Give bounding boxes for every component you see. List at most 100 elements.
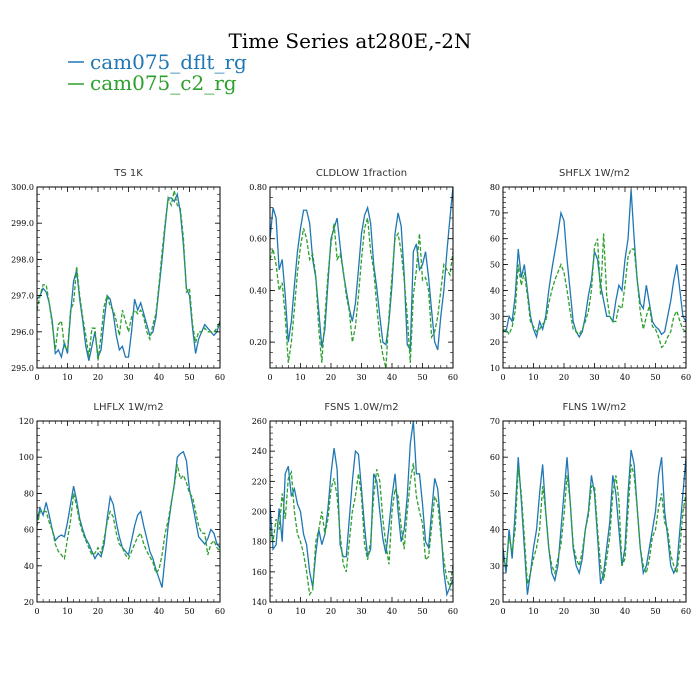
panel-title: FSNS 1.0W/m2 — [324, 402, 398, 413]
x-tick-label: 10 — [295, 373, 305, 382]
y-tick-label: 240 — [252, 447, 267, 456]
y-tick-label: 30 — [490, 312, 500, 321]
x-tick-label: 0 — [267, 607, 272, 616]
x-tick-label: 30 — [589, 373, 599, 382]
y-tick-label: 0.40 — [249, 286, 267, 295]
x-tick-label: 30 — [356, 607, 366, 616]
y-tick-label: 295.0 — [11, 364, 34, 373]
y-tick-label: 160 — [252, 568, 267, 577]
x-tick-label: 60 — [448, 373, 458, 382]
x-tick-label: 10 — [295, 607, 305, 616]
x-tick-label: 0 — [267, 373, 272, 382]
y-tick-label: 50 — [490, 261, 500, 270]
x-tick-label: 40 — [620, 607, 630, 616]
y-tick-label: 60 — [24, 526, 34, 535]
y-tick-label: 70 — [490, 417, 500, 426]
x-tick-label: 10 — [62, 373, 72, 382]
x-tick-label: 40 — [154, 373, 164, 382]
y-tick-label: 20 — [490, 338, 500, 347]
y-tick-label: 60 — [490, 235, 500, 244]
panel-title: LHFLX 1W/m2 — [93, 402, 163, 413]
legend-label-c2: cam075_c2_rg — [90, 71, 237, 95]
y-tick-label: 40 — [490, 286, 500, 295]
x-tick-label: 40 — [154, 607, 164, 616]
x-tick-label: 0 — [500, 607, 505, 616]
x-tick-label: 30 — [589, 607, 599, 616]
panel-1: CLDLOW 1fraction 0 10 20 30 40 50 60 0.20 0.40 0.6… — [249, 168, 458, 382]
x-tick-label: 20 — [559, 373, 569, 382]
series-line-cam075_dflt_rg — [37, 450, 220, 588]
x-tick-label: 50 — [650, 373, 660, 382]
y-tick-label: 70 — [490, 209, 500, 218]
x-tick-label: 50 — [184, 607, 194, 616]
series-line-cam075_c2_rg — [270, 217, 453, 368]
x-tick-label: 40 — [620, 373, 630, 382]
y-tick-label: 40 — [490, 526, 500, 535]
y-tick-label: 40 — [24, 562, 34, 571]
y-tick-label: 297.0 — [11, 292, 34, 301]
y-tick-label: 200 — [252, 508, 267, 517]
y-tick-label: 0.60 — [249, 235, 267, 244]
y-tick-label: 30 — [490, 562, 500, 571]
panel-title: SHFLX 1W/m2 — [559, 168, 630, 179]
y-tick-label: 10 — [490, 364, 500, 373]
x-tick-label: 30 — [123, 607, 133, 616]
y-tick-label: 296.0 — [11, 328, 34, 337]
panel-title: FLNS 1W/m2 — [562, 402, 626, 413]
y-tick-label: 80 — [24, 489, 34, 498]
x-tick-label: 20 — [93, 373, 103, 382]
y-tick-label: 0.20 — [249, 338, 267, 347]
panels: TS 1K 0 10 20 30 40 50 60 295.0 296.0 297.0 298.0 29… — [11, 168, 691, 616]
x-tick-label: 50 — [184, 373, 194, 382]
y-tick-label: 180 — [252, 538, 267, 547]
x-tick-label: 40 — [387, 607, 397, 616]
y-tick-label: 220 — [252, 477, 267, 486]
x-tick-label: 30 — [123, 373, 133, 382]
y-tick-label: 140 — [252, 598, 267, 607]
y-tick-label: 100 — [19, 453, 34, 462]
x-tick-label: 20 — [559, 607, 569, 616]
x-tick-label: 20 — [326, 373, 336, 382]
x-tick-label: 10 — [528, 373, 538, 382]
panel-title: CLDLOW 1fraction — [316, 168, 407, 179]
x-tick-label: 60 — [681, 607, 691, 616]
x-tick-label: 20 — [93, 607, 103, 616]
x-tick-label: 10 — [528, 607, 538, 616]
y-tick-label: 80 — [490, 183, 500, 192]
y-tick-label: 298.0 — [11, 255, 34, 264]
y-tick-label: 0.80 — [249, 183, 267, 192]
legend: cam075_dflt_rg cam075_c2_rg — [68, 50, 247, 95]
x-tick-label: 60 — [681, 373, 691, 382]
x-tick-label: 50 — [417, 373, 427, 382]
x-tick-label: 0 — [34, 607, 39, 616]
x-tick-label: 0 — [34, 373, 39, 382]
y-tick-label: 299.0 — [11, 219, 34, 228]
y-tick-label: 260 — [252, 417, 267, 426]
x-tick-label: 10 — [62, 607, 72, 616]
x-tick-label: 60 — [215, 607, 225, 616]
x-tick-label: 50 — [650, 607, 660, 616]
x-tick-label: 60 — [215, 373, 225, 382]
x-tick-label: 30 — [356, 373, 366, 382]
y-tick-label: 20 — [490, 598, 500, 607]
y-tick-label: 60 — [490, 453, 500, 462]
x-tick-label: 60 — [448, 607, 458, 616]
series-line-cam075_c2_rg — [37, 464, 220, 575]
figure-title: Time Series at280E,-2N — [229, 29, 472, 53]
y-tick-label: 300.0 — [11, 183, 34, 192]
y-tick-label: 50 — [490, 489, 500, 498]
panel-3: LHFLX 1W/m2 0 10 20 30 40 50 60 20 40 60 80 100 120 — [19, 402, 225, 616]
series-line-cam075_dflt_rg — [270, 421, 453, 597]
y-tick-label: 120 — [19, 417, 34, 426]
legend-label-dflt: cam075_dflt_rg — [90, 50, 247, 74]
series-line-cam075_c2_rg — [503, 464, 686, 585]
panel-title: TS 1K — [113, 168, 143, 179]
series-line-cam075_c2_rg — [503, 233, 686, 349]
x-tick-label: 40 — [387, 373, 397, 382]
panel-0: TS 1K 0 10 20 30 40 50 60 295.0 296.0 297.0 298.0 29… — [11, 168, 225, 382]
panel-4: FSNS 1.0W/m2 0 10 20 30 40 50 60 140 160 180 200 220… — [252, 402, 458, 616]
series-line-cam075_c2_rg — [270, 463, 453, 597]
panel-5: FLNS 1W/m2 0 10 20 30 40 50 60 20 30 40 50 60 70 — [490, 402, 691, 616]
